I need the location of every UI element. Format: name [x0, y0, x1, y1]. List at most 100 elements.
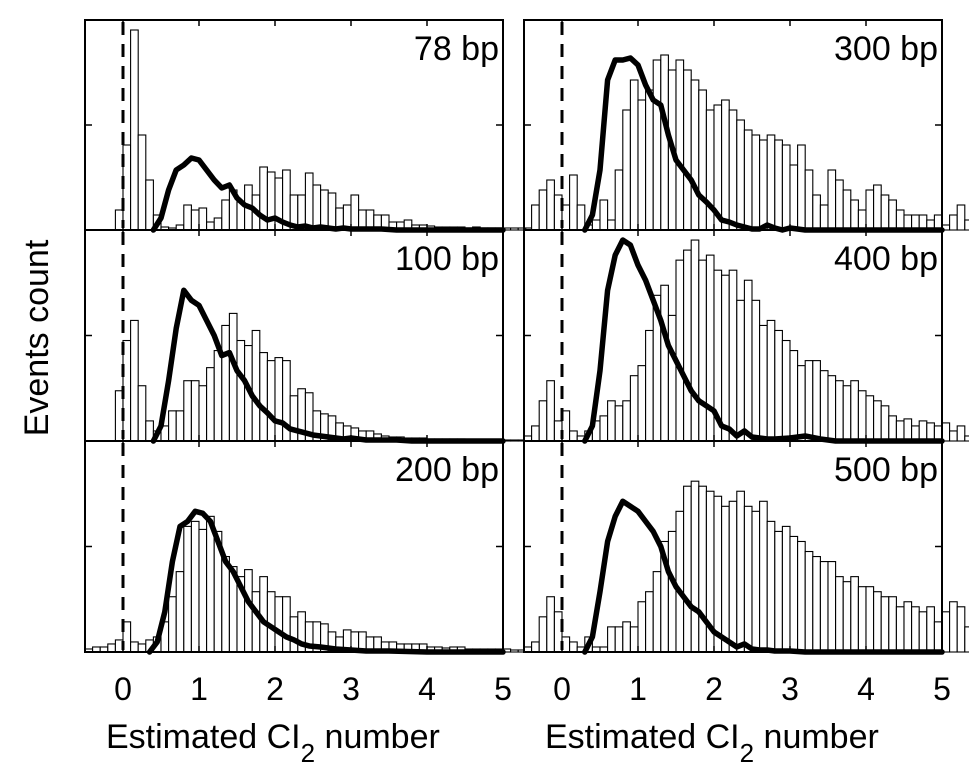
- histogram-bar: [607, 626, 616, 653]
- histogram-bar: [842, 385, 852, 442]
- histogram-bar: [865, 189, 875, 231]
- histogram-bar: [531, 641, 540, 653]
- panel-label: 500 bp: [834, 451, 938, 489]
- histogram-bar: [835, 179, 844, 231]
- histogram-bar: [895, 209, 905, 231]
- histogram-bar: [614, 169, 624, 231]
- histogram-bar: [145, 179, 154, 231]
- histogram-bar: [713, 495, 723, 653]
- histogram-bar: [819, 561, 829, 653]
- histogram-bar: [266, 360, 276, 442]
- histogram-bar: [130, 319, 139, 442]
- histogram-bar: [637, 601, 647, 653]
- histogram-bar: [690, 480, 700, 653]
- histogram-bar: [690, 239, 700, 442]
- panel-label: 100 bp: [395, 240, 499, 278]
- histogram-bar: [531, 204, 540, 231]
- histogram-bar: [137, 385, 147, 442]
- histogram-bar: [645, 329, 654, 442]
- histogram-bar: [812, 194, 821, 231]
- histogram-bar: [850, 576, 859, 653]
- histogram-bar: [888, 415, 897, 442]
- histogram-bar: [766, 134, 776, 231]
- histogram-bar: [827, 561, 837, 653]
- histogram-bar: [873, 591, 882, 653]
- histogram-bar: [190, 209, 200, 231]
- panels-group: 78 bp 100 bp 200 bp 300 bp 400 bp 500 bp: [84, 19, 969, 655]
- histogram-bar: [880, 405, 890, 442]
- histogram-bar: [236, 339, 246, 442]
- histogram-bar: [865, 395, 875, 442]
- histogram-bar: [774, 530, 783, 653]
- histogram-bar: [728, 109, 738, 231]
- histogram-bar: [206, 515, 215, 653]
- histogram-bar: [607, 400, 616, 442]
- histogram-bar: [652, 59, 662, 231]
- histogram-bar: [804, 360, 814, 442]
- histogram-bar: [312, 184, 322, 231]
- histogram-bar: [259, 352, 268, 442]
- histogram-bars: [531, 54, 969, 231]
- x-tick-label: 1: [190, 671, 208, 707]
- histogram-bar: [857, 209, 867, 231]
- histogram-bar: [774, 329, 783, 442]
- histogram-bar: [675, 510, 685, 653]
- histogram-bar: [698, 485, 707, 653]
- histogram-bar: [350, 194, 360, 231]
- svg-text:Estimated CI2 number: Estimated CI2 number: [106, 718, 440, 768]
- histogram-bar: [629, 626, 639, 653]
- histogram-bar: [289, 395, 299, 442]
- histogram-bar: [781, 525, 791, 653]
- panel-78-bp: 78 bp: [84, 19, 542, 233]
- histogram-bar: [956, 425, 966, 442]
- x-tick-labels-left: 0 1 2 3 4 5: [114, 671, 512, 707]
- histogram-bar: [614, 405, 624, 442]
- histogram-bar: [774, 139, 783, 231]
- histogram-bar: [538, 400, 548, 442]
- panel-100-bp: 100 bp: [84, 229, 542, 444]
- histogram-bar: [781, 144, 791, 231]
- fit-curve: [582, 237, 945, 444]
- histogram-bar: [880, 194, 890, 231]
- histogram-bar: [873, 400, 882, 442]
- histogram-bar: [781, 339, 791, 442]
- histogram-bar: [728, 500, 738, 653]
- histogram-bar: [888, 199, 897, 231]
- histogram-bar: [812, 360, 821, 442]
- panel-300-bp: 300 bp: [523, 19, 969, 233]
- panel-label: 78 bp: [414, 30, 499, 68]
- histogram-bar: [510, 227, 519, 231]
- x-tick-label: 2: [266, 671, 284, 707]
- histogram-bar: [949, 430, 958, 442]
- histogram-bar: [168, 410, 177, 442]
- x-axis-label-right-tail: number: [754, 718, 879, 756]
- histogram-bar: [637, 365, 647, 442]
- histogram-bar: [675, 259, 685, 442]
- histogram-bars: [523, 480, 969, 653]
- x-tick-label: 5: [933, 671, 951, 707]
- panel-label: 300 bp: [834, 30, 938, 68]
- histogram-bar: [168, 596, 177, 653]
- histogram-bar: [228, 312, 238, 442]
- histogram-bar: [137, 134, 147, 231]
- histogram-bar: [797, 365, 806, 442]
- histogram-bar: [569, 641, 578, 653]
- histogram-bar: [857, 390, 867, 442]
- histogram-bar: [622, 621, 631, 653]
- histogram-bar: [198, 528, 208, 653]
- histogram-bar: [941, 422, 951, 442]
- histogram-bar: [183, 525, 192, 653]
- x-tick-label: 1: [629, 671, 647, 707]
- histogram-bar: [690, 79, 700, 231]
- histogram-bar: [320, 189, 329, 231]
- histogram-bar: [206, 367, 215, 442]
- histogram-bar: [599, 199, 609, 231]
- x-axis-label-left-main: Estimated CI: [106, 718, 301, 756]
- histogram-bar: [835, 380, 844, 442]
- histogram-bars: [114, 312, 542, 442]
- histogram-bar: [183, 380, 192, 442]
- histogram-bar: [964, 626, 969, 653]
- histogram-bar: [949, 214, 958, 231]
- x-tick-label: 4: [418, 671, 436, 707]
